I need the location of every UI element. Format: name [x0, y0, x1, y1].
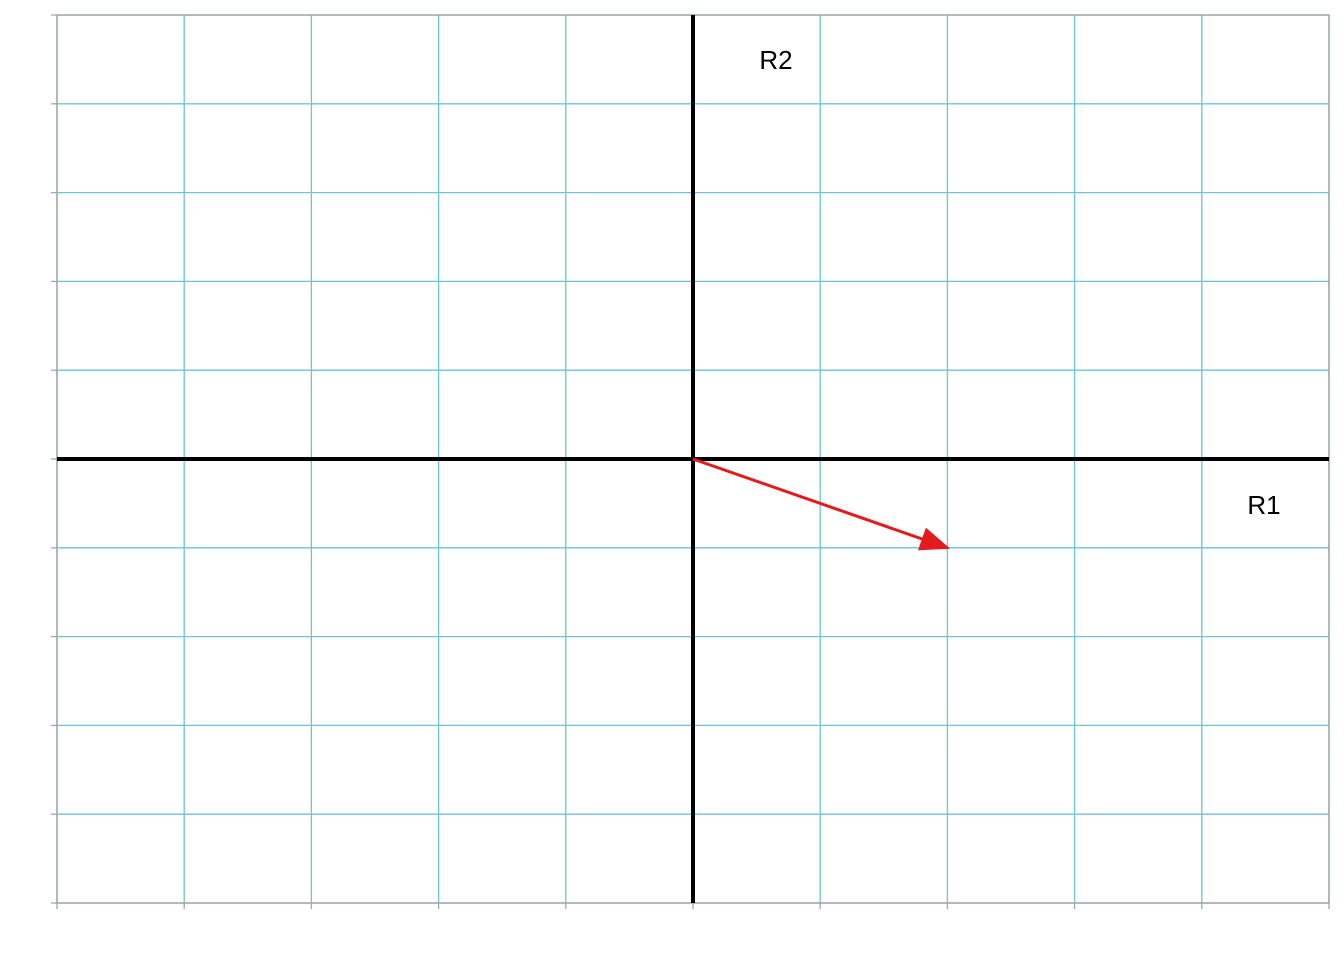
tick-marks [51, 14, 1330, 909]
vectors [692, 457, 951, 551]
y-axis-label: R2 [759, 45, 792, 75]
vector-arrow [692, 457, 951, 551]
x-axis-label: R1 [1247, 490, 1280, 520]
